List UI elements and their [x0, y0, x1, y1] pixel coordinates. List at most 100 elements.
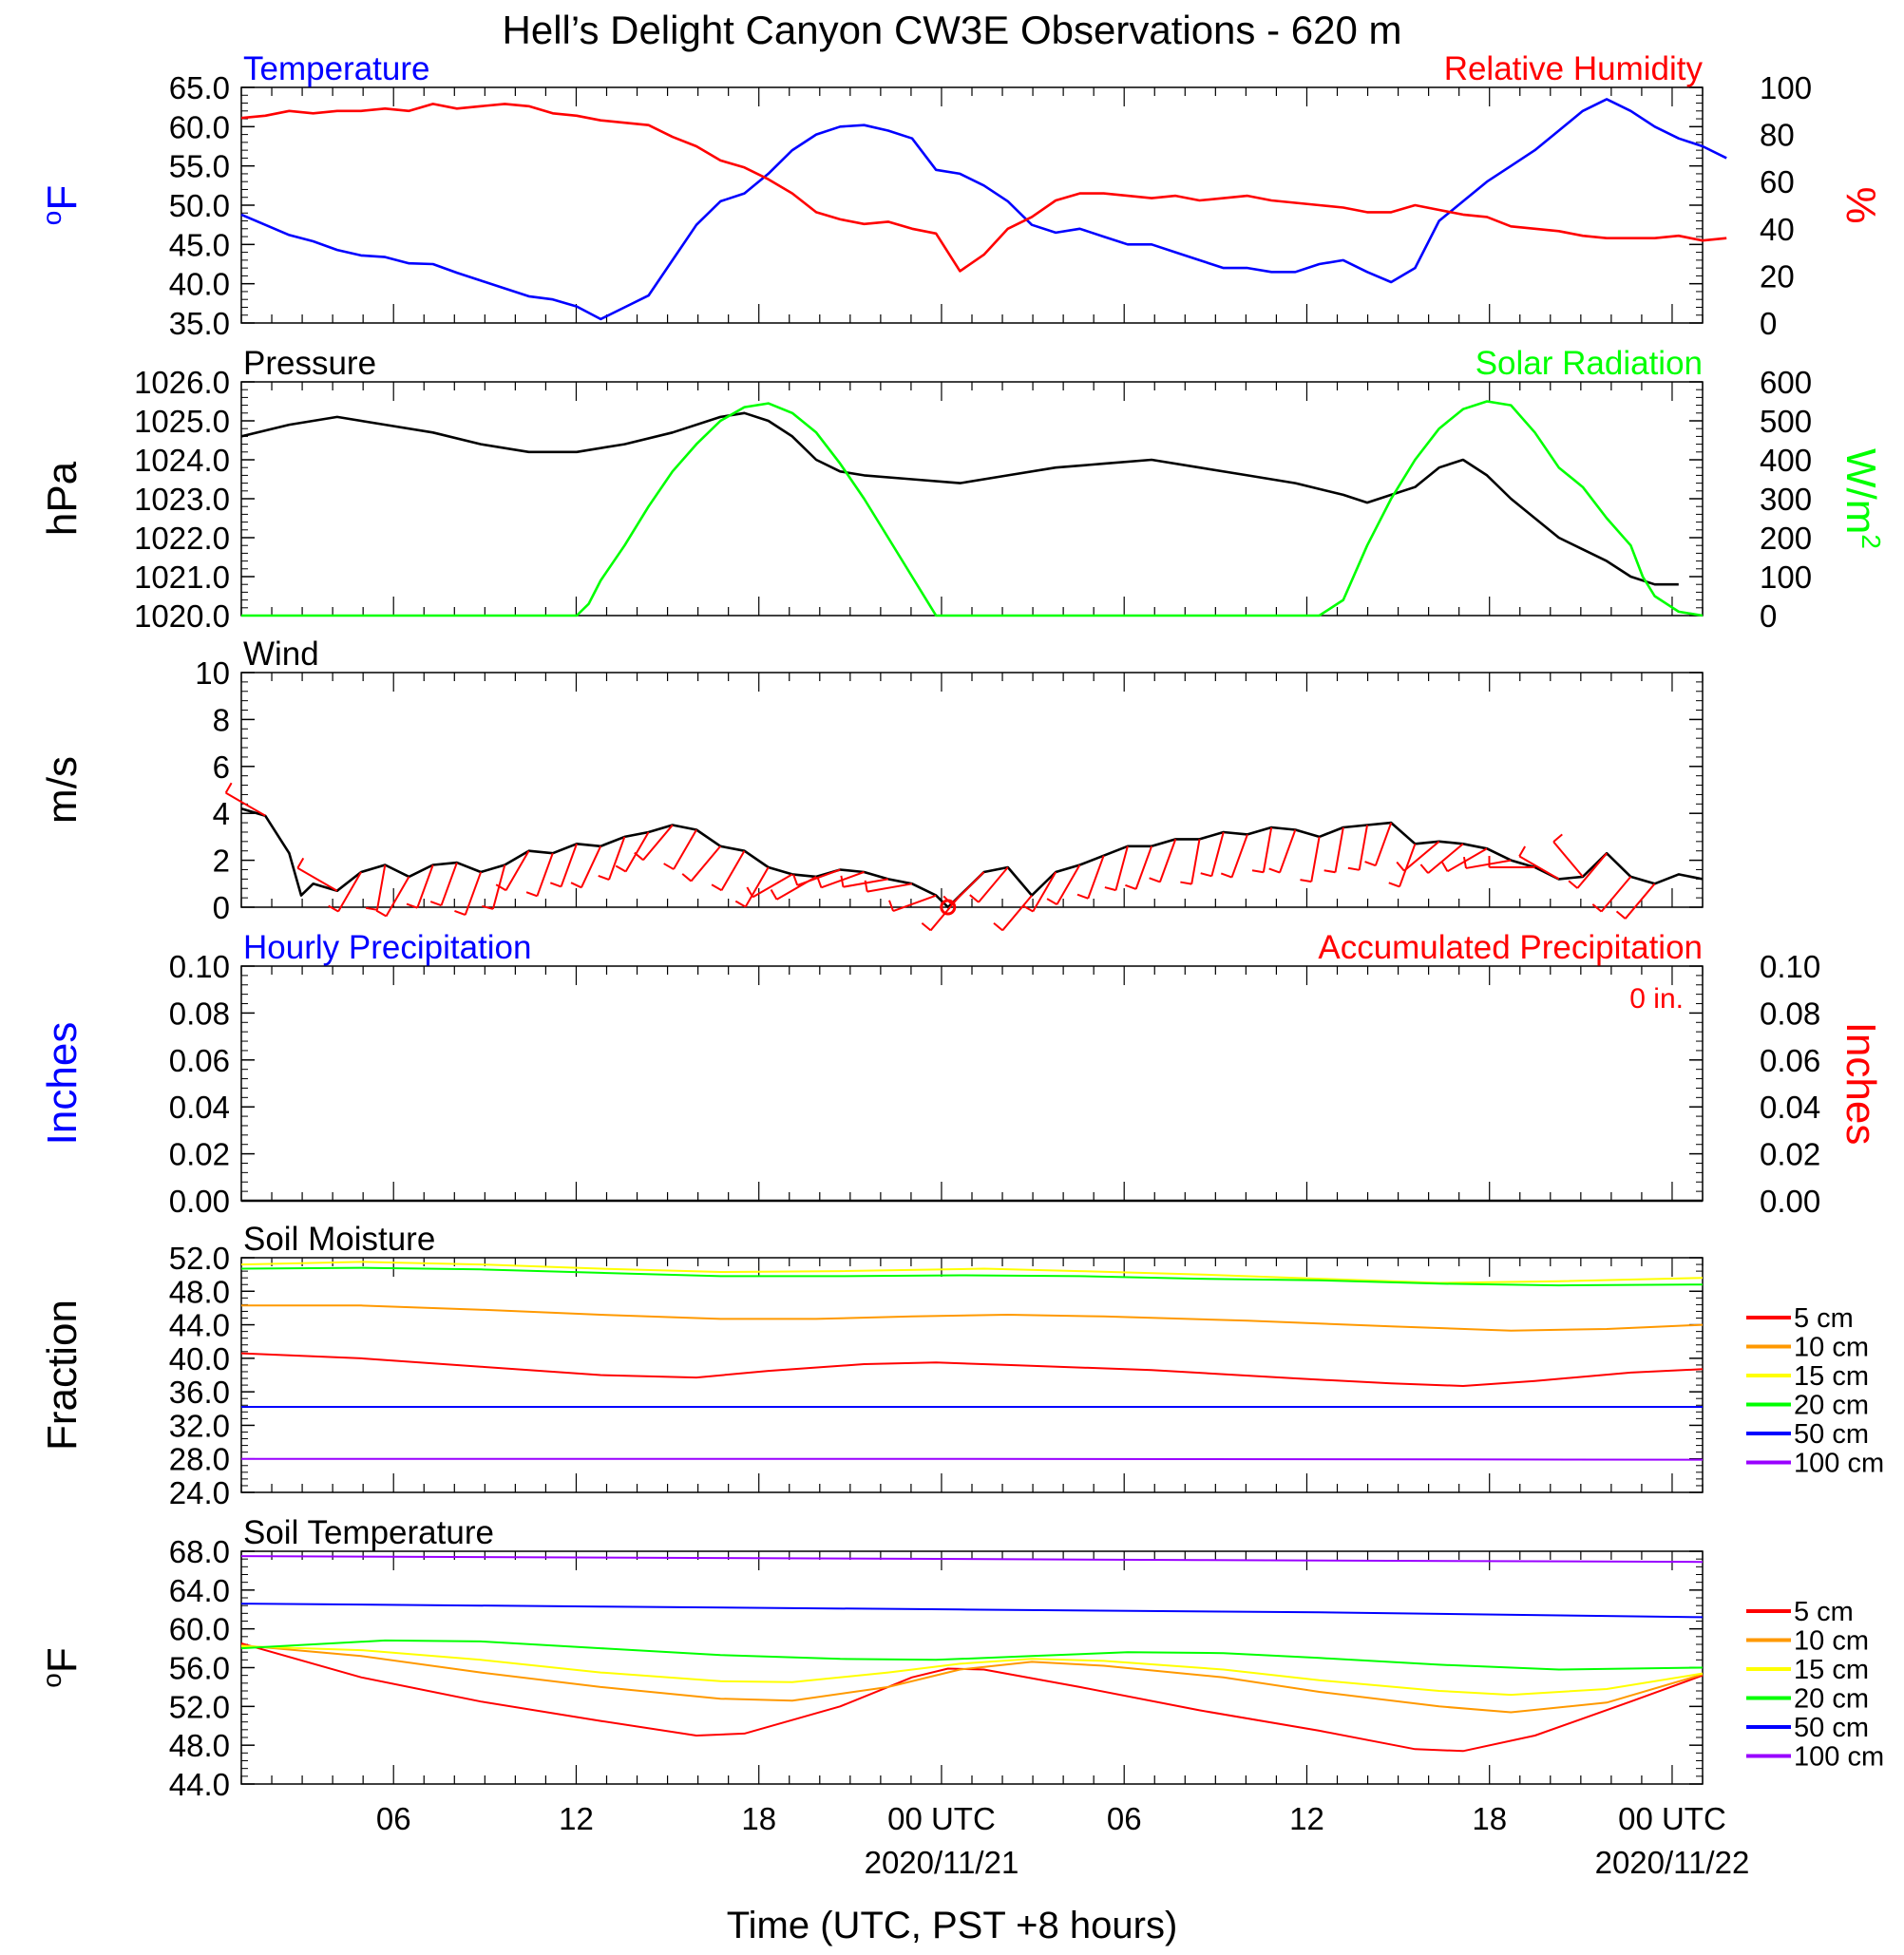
- legend-entry: 20 cm: [1794, 1684, 1869, 1715]
- wind-barb-flag: [1125, 883, 1137, 890]
- panel-soil_temperature: 44.0 48.0 52.056.0 60.0 64.0 68.0 Soil Tempera…: [37, 1514, 1884, 1802]
- y-tick-label: 60.0: [169, 109, 230, 144]
- wind-barb-flag: [993, 921, 1003, 932]
- y-tick-label: 48.0: [169, 1728, 230, 1763]
- y2-tick-label: 0: [1760, 598, 1777, 634]
- y2-tick-label: 80: [1760, 118, 1795, 153]
- y2-tick-label: 0.00: [1760, 1184, 1820, 1219]
- y-tick-label: 45.0: [169, 227, 230, 262]
- panel-soil_moisture: 24.028.032.036.040.044.048.052.0 Soil Moi…: [39, 1221, 1884, 1510]
- y-tick-label: 28.0: [169, 1442, 230, 1477]
- y-tick-label: 68.0: [169, 1534, 230, 1569]
- series-line-humidity: [240, 103, 1727, 273]
- wind-barb: [1190, 839, 1201, 884]
- x-date-label: 2020/11/22: [1595, 1845, 1750, 1880]
- series-line-50-cm: [240, 1603, 1704, 1619]
- y-tick-label: 50.0: [169, 188, 230, 223]
- wind-barb: [1134, 845, 1153, 890]
- wind-barb: [1600, 876, 1632, 913]
- wind-barb-flag: [1300, 879, 1312, 883]
- wind-barb-flag: [495, 883, 507, 892]
- y-tick-label: 8: [213, 702, 230, 737]
- wind-barb: [1032, 871, 1057, 913]
- wind-barb-flag: [1220, 872, 1232, 879]
- y2-tick-label: 0.02: [1760, 1137, 1820, 1172]
- wind-barb: [978, 866, 1009, 903]
- panel-right-title: Relative Humidity: [1444, 50, 1704, 87]
- wind-barb-flag: [615, 864, 627, 873]
- y-tick-label: 1026.0: [134, 365, 230, 400]
- panel-temp_rh: 35.0 40.0 45.0 50.0 55.0 60.0 65.0 0 20 40 60 80 100…: [37, 50, 1884, 341]
- series-line-temperature: [240, 98, 1727, 321]
- y-axis-label: Inches: [39, 1022, 86, 1146]
- y-tick-label: 6: [213, 750, 230, 785]
- panel-frame: [240, 1257, 1704, 1493]
- y2-tick-label: 0.04: [1760, 1090, 1820, 1125]
- x-tick-label: 00 UTC: [887, 1801, 996, 1836]
- panel-left-title: Hourly Precipitation: [243, 929, 531, 966]
- wind-barb: [1374, 822, 1393, 866]
- wind-barb-flag: [969, 894, 980, 903]
- y2-axis-label: W/m2: [1837, 448, 1886, 549]
- wind-barb-flag: [1022, 904, 1034, 913]
- wind-barb: [1624, 883, 1656, 920]
- y-tick-label: 65.0: [169, 70, 230, 105]
- wind-barb: [1552, 841, 1584, 878]
- x-tick-label: 12: [1289, 1801, 1324, 1836]
- legend-entry: 15 cm: [1794, 1655, 1869, 1685]
- wind-barb: [464, 871, 483, 916]
- wind-barb: [950, 871, 985, 905]
- wind-barb-flag: [598, 874, 610, 881]
- y2-tick-label: 0.06: [1760, 1043, 1820, 1078]
- x-axis-label: Time (UTC, PST +8 hours): [727, 1905, 1178, 1946]
- legend-entry: 20 cm: [1794, 1391, 1869, 1421]
- series-line-10-cm: [241, 1304, 1704, 1332]
- wind-barb: [505, 850, 530, 891]
- wind-barb: [892, 894, 937, 913]
- wind-barb-flag: [1200, 872, 1212, 878]
- wind-barb-flag: [816, 876, 823, 888]
- wind-barb: [796, 868, 841, 886]
- panel-left-title: Wind: [243, 636, 319, 673]
- wind-barb-flag: [792, 874, 799, 886]
- wind-barb-flag: [375, 909, 387, 918]
- wind-barb-flag: [1396, 861, 1405, 872]
- y2-axis-label: %: [1837, 186, 1884, 223]
- y-tick-label: 48.0: [169, 1274, 230, 1309]
- legend-entry: 5 cm: [1794, 1597, 1854, 1627]
- y-tick-label: 44.0: [169, 1308, 230, 1343]
- wind-barb: [1427, 843, 1464, 874]
- x-tick-label: 18: [1472, 1801, 1507, 1836]
- y-tick-label: 1025.0: [134, 404, 230, 439]
- y-tick-label: 40.0: [169, 267, 230, 302]
- wind-barb: [1399, 843, 1417, 887]
- y-tick-label: 36.0: [169, 1375, 230, 1410]
- wind-barb-flag: [634, 851, 644, 862]
- y2-tick-label: 200: [1760, 521, 1812, 556]
- y-tick-label: 32.0: [169, 1408, 230, 1443]
- panel-right-title: Accumulated Precipitation: [1318, 929, 1703, 966]
- wind-barb: [440, 862, 458, 906]
- wind-barb: [296, 866, 338, 892]
- series-line-5-cm: [240, 1352, 1704, 1387]
- y-tick-label: 0.08: [169, 996, 230, 1031]
- y2-tick-label: 0.10: [1760, 949, 1820, 984]
- y-tick-label: 55.0: [169, 149, 230, 184]
- wind-barb: [1158, 839, 1177, 883]
- wind-barb: [1334, 826, 1344, 873]
- wind-barb-flag: [1364, 861, 1377, 867]
- series-line-20-cm: [240, 1266, 1704, 1287]
- y2-tick-label: 100: [1760, 560, 1812, 595]
- legend-entry: 10 cm: [1794, 1626, 1869, 1657]
- y2-tick-label: 600: [1760, 365, 1812, 400]
- panel-frame: [240, 86, 1704, 324]
- wind-barb-flag: [224, 782, 233, 794]
- series-line-100-cm: [240, 1555, 1704, 1564]
- y-tick-label: 52.0: [169, 1241, 230, 1276]
- y2-tick-label: 20: [1760, 258, 1795, 294]
- panel-frame: [240, 381, 1704, 617]
- wind-barb-flag: [1046, 898, 1057, 905]
- legend-entry: 50 cm: [1794, 1419, 1869, 1450]
- panel-frame: [240, 965, 1704, 1202]
